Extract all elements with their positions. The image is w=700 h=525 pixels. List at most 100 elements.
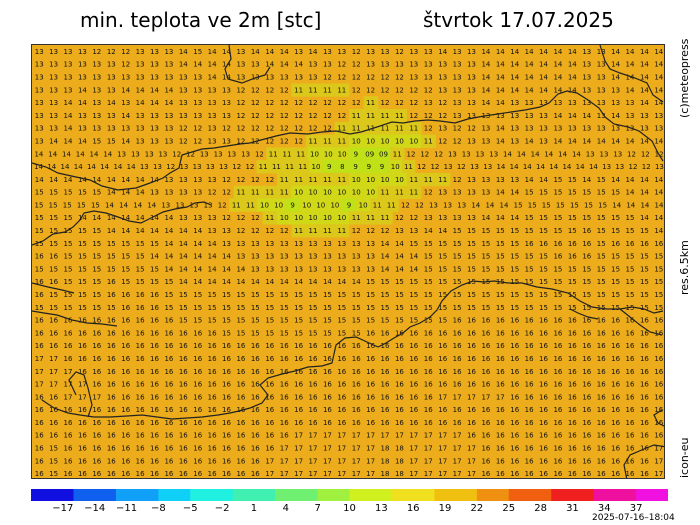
temperature-value: 12 (337, 112, 346, 120)
temperature-value: 13 (280, 265, 289, 273)
temperature-value: 15 (92, 291, 101, 299)
temperature-value: 13 (140, 163, 149, 171)
temperature-value: 15 (63, 201, 72, 209)
temperature-value: 17 (64, 368, 73, 376)
temperature-value: 13 (323, 253, 332, 261)
temperature-value: 16 (236, 470, 245, 478)
temperature-value: 16 (309, 393, 318, 401)
cool-cell (307, 147, 322, 161)
temperature-value: 13 (265, 74, 274, 82)
temperature-value: 13 (438, 125, 447, 133)
temperature-value: 11 (381, 125, 390, 133)
temperature-value: 14 (549, 163, 558, 171)
temperature-value: 14 (34, 163, 43, 171)
temperature-value: 16 (150, 470, 159, 478)
temperature-value: 16 (150, 304, 159, 312)
temperature-value: 15 (179, 291, 188, 299)
temperature-value: 12 (438, 99, 447, 107)
temperature-value: 15 (528, 201, 537, 209)
temperature-value: 16 (582, 240, 591, 248)
temperature-value: 15 (584, 201, 593, 209)
temperature-value: 13 (337, 265, 346, 273)
temperature-value: 15 (92, 253, 101, 261)
temperature-value: 16 (553, 406, 562, 414)
temperature-value: 16 (92, 329, 101, 337)
temperature-value: 14 (193, 240, 202, 248)
temperature-value: 14 (222, 278, 231, 286)
temperature-value: 13 (78, 74, 87, 82)
temperature-value: 16 (510, 329, 519, 337)
temperature-value: 13 (381, 61, 390, 69)
temperature-value: 13 (597, 61, 606, 69)
temperature-value: 13 (424, 214, 433, 222)
temperature-value: 11 (236, 189, 245, 197)
temperature-value: 16 (453, 368, 462, 376)
temperature-value: 15 (496, 265, 505, 273)
temperature-value: 15 (525, 265, 534, 273)
temperature-value: 15 (640, 265, 649, 273)
temperature-value: 12 (222, 176, 231, 184)
temperature-value: 13 (49, 99, 58, 107)
temperature-value: 16 (121, 291, 130, 299)
temperature-value: 15 (539, 291, 548, 299)
temperature-value: 11 (381, 189, 390, 197)
temperature-value: 16 (121, 445, 130, 453)
temperature-value: 16 (453, 329, 462, 337)
temperature-value: 16 (582, 355, 591, 363)
temperature-value: 16 (179, 342, 188, 350)
temperature-value: 16 (597, 457, 606, 465)
temperature-value: 15 (64, 265, 73, 273)
temperature-value: 15 (553, 227, 562, 235)
temperature-value: 16 (582, 368, 591, 376)
temperature-value: 16 (395, 419, 404, 427)
temperature-value: 10 (323, 214, 332, 222)
temperature-value: 13 (467, 214, 476, 222)
temperature-value: 15 (294, 291, 303, 299)
temperature-value: 16 (568, 419, 577, 427)
cool-cell (233, 185, 249, 199)
temperature-value: 15 (582, 291, 591, 299)
temperature-value: 16 (121, 393, 130, 401)
temperature-value: 13 (481, 189, 490, 197)
temperature-value: 16 (35, 278, 44, 286)
temperature-value: 16 (78, 419, 87, 427)
temperature-value: 15 (136, 240, 145, 248)
temperature-value: 15 (626, 291, 635, 299)
temperature-value: 14 (74, 163, 83, 171)
temperature-value: 8 (340, 163, 344, 171)
temperature-value: 17 (265, 470, 274, 478)
temperature-value: 16 (597, 368, 606, 376)
temperature-value: 14 (496, 74, 505, 82)
temperature-value: 17 (424, 457, 433, 465)
temperature-value: 15 (496, 253, 505, 261)
cool-cell (363, 109, 379, 123)
temperature-value: 16 (352, 393, 361, 401)
cool-cell (269, 160, 284, 174)
temperature-value: 13 (467, 176, 476, 184)
temperature-value: 13 (206, 163, 215, 171)
temperature-value: 16 (481, 317, 490, 325)
temperature-value: 14 (107, 99, 116, 107)
temperature-value: 16 (208, 355, 217, 363)
temperature-value: 16 (121, 381, 130, 389)
temperature-value: 13 (309, 240, 318, 248)
temperature-value: 11 (272, 163, 281, 171)
temperature-value: 16 (251, 445, 260, 453)
temperature-value: 13 (467, 99, 476, 107)
temperature-value: 13 (597, 125, 606, 133)
temperature-value: 15 (611, 278, 620, 286)
temperature-value: 13 (640, 125, 649, 133)
temperature-value: 15 (366, 317, 375, 325)
temperature-value: 16 (352, 406, 361, 414)
temperature-value: 16 (481, 470, 490, 478)
temperature-value: 10 (391, 163, 400, 171)
temperature-value: 14 (208, 48, 217, 56)
temperature-value: 15 (598, 201, 607, 209)
cool-cell (305, 172, 321, 187)
temperature-value: 12 (352, 61, 361, 69)
temperature-value: 16 (251, 381, 260, 389)
temperature-value: 15 (352, 329, 361, 337)
temperature-value: 13 (107, 86, 116, 94)
temperature-value: 15 (611, 214, 620, 222)
temperature-value: 10 (395, 176, 404, 184)
